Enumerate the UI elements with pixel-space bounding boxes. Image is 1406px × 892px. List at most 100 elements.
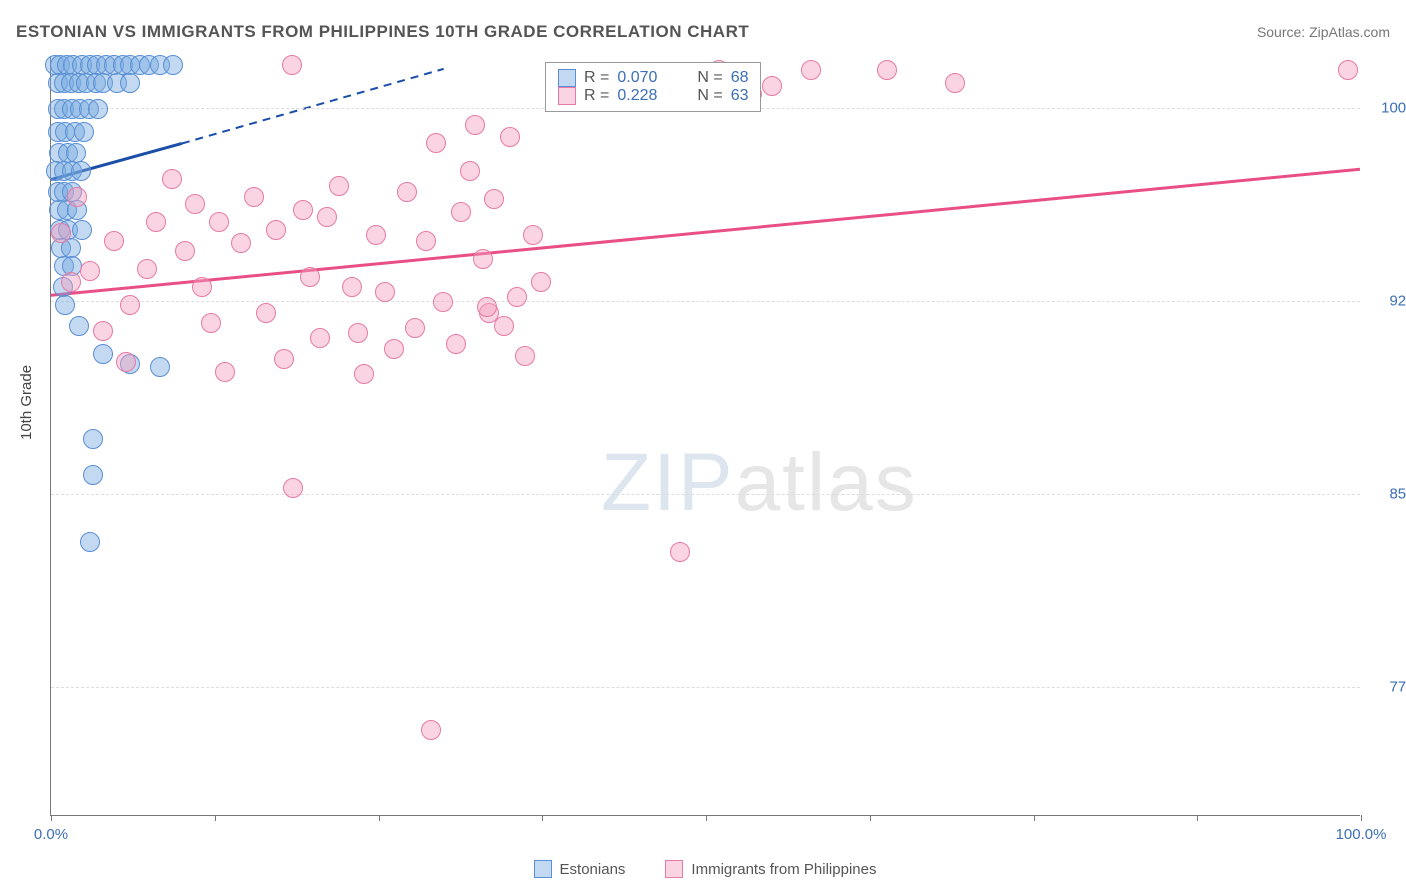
scatter-point [477,297,497,317]
x-tick [1361,815,1362,821]
scatter-point [500,127,520,147]
chart-title: ESTONIAN VS IMMIGRANTS FROM PHILIPPINES … [16,22,749,42]
scatter-point [80,261,100,281]
legend-row: R = 0.228 N = 63 [558,87,748,105]
scatter-point [421,720,441,740]
scatter-point [282,55,302,75]
scatter-point [293,200,313,220]
scatter-point [215,362,235,382]
x-tick-label: 100.0% [1336,826,1387,843]
scatter-point [1338,60,1358,80]
scatter-point [531,272,551,292]
scatter-point [762,76,782,96]
scatter-point [116,352,136,372]
scatter-point [801,60,821,80]
series-legend: Estonians Immigrants from Philippines [50,860,1360,878]
y-tick-label: 85.0% [1368,485,1406,502]
scatter-point [74,122,94,142]
legend-swatch [558,69,576,87]
legend-swatch [534,860,552,878]
scatter-point [244,187,264,207]
scatter-point [71,161,91,181]
scatter-point [66,143,86,163]
watermark-atlas: atlas [735,437,918,528]
scatter-point [433,292,453,312]
scatter-point [460,161,480,181]
scatter-point [55,295,75,315]
legend-r-label: R = [584,69,609,87]
legend-n-value: 63 [731,87,749,105]
scatter-point [877,60,897,80]
legend-label: Immigrants from Philippines [691,861,876,878]
scatter-point [51,223,71,243]
x-tick [1034,815,1035,821]
scatter-point [274,349,294,369]
scatter-point [283,478,303,498]
scatter-point [61,272,81,292]
scatter-point [473,249,493,269]
scatter-point [384,339,404,359]
scatter-point [397,182,417,202]
x-tick-label: 0.0% [34,826,68,843]
x-tick [51,815,52,821]
scatter-point [375,282,395,302]
scatter-point [310,328,330,348]
scatter-point [405,318,425,338]
scatter-point [342,277,362,297]
gridline [51,687,1360,688]
scatter-point [83,465,103,485]
scatter-point [150,357,170,377]
scatter-point [266,220,286,240]
scatter-point [175,241,195,261]
scatter-point [137,259,157,279]
scatter-plot-area: ZIPatlas 77.5%85.0%92.5%100.0%0.0%100.0% [50,56,1360,816]
scatter-point [201,313,221,333]
y-axis-title: 10th Grade [18,365,35,440]
scatter-point [83,429,103,449]
scatter-point [209,212,229,232]
legend-r-value: 0.228 [617,87,677,105]
legend-swatch [665,860,683,878]
legend-swatch [558,87,576,105]
x-tick [1197,815,1198,821]
y-tick-label: 92.5% [1368,292,1406,309]
scatter-point [256,303,276,323]
scatter-point [670,542,690,562]
scatter-point [72,220,92,240]
source-label: Source: ZipAtlas.com [1257,24,1390,40]
legend-n-label: N = [697,87,722,105]
scatter-point [231,233,251,253]
legend-item: Immigrants from Philippines [665,860,876,878]
correlation-legend: R = 0.070 N = 68 R = 0.228 N = 63 [545,62,761,112]
watermark-zip: ZIP [601,437,735,528]
scatter-point [523,225,543,245]
legend-r-value: 0.070 [617,69,677,87]
legend-item: Estonians [534,860,626,878]
scatter-point [416,231,436,251]
scatter-point [162,169,182,189]
scatter-point [120,73,140,93]
scatter-point [465,115,485,135]
scatter-point [366,225,386,245]
legend-n-value: 68 [731,69,749,87]
scatter-point [348,323,368,343]
gridline [51,301,1360,302]
scatter-point [104,231,124,251]
scatter-point [69,316,89,336]
legend-label: Estonians [560,861,626,878]
x-tick [379,815,380,821]
scatter-point [192,277,212,297]
scatter-point [354,364,374,384]
scatter-point [120,295,140,315]
legend-n-label: N = [697,69,722,87]
scatter-point [163,55,183,75]
trend-lines-layer [51,56,1360,815]
scatter-point [507,287,527,307]
watermark: ZIPatlas [601,436,918,530]
x-tick [542,815,543,821]
legend-r-label: R = [584,87,609,105]
y-tick-label: 100.0% [1368,99,1406,116]
scatter-point [494,316,514,336]
scatter-point [80,532,100,552]
scatter-point [300,267,320,287]
